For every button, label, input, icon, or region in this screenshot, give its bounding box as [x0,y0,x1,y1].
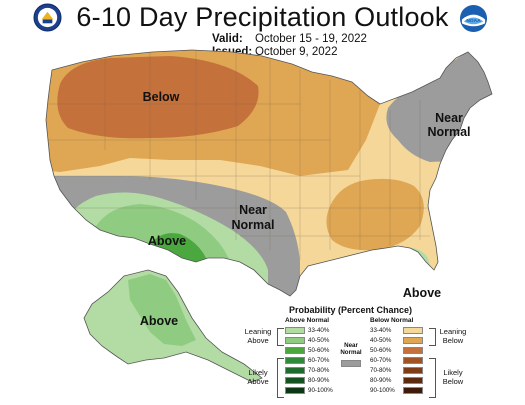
legend-leaning-below: Leaning Below [439,327,467,345]
date-info: Valid: October 15 - 19, 2022 Issued: Octob… [212,33,367,58]
legend-above-bin-swatch [285,357,305,364]
label-above-florida: Above [403,286,441,300]
valid-label: Valid: [212,33,243,45]
legend-likely-below: Likely Below [442,368,464,386]
legend-above-bin-label: 40-50% [308,337,330,344]
legend-below-bin-label: 60-70% [370,357,392,364]
label-near-normal-ne-line1: Near [435,111,463,125]
legend-above-bin-label: 70-80% [308,367,330,374]
legend: Probability (Percent Chance) Above Norma… [239,300,472,400]
legend-below-bin-label: 40-50% [370,337,392,344]
legend-below-bin-label: 33-40% [370,327,392,334]
region-below-40-50-southeast [326,178,424,251]
label-near-normal-ne-line2: Normal [427,125,470,139]
legend-below-header: Below Normal [370,317,414,324]
svg-text:NOAA: NOAA [466,18,481,24]
legend-above-bin-swatch [285,367,305,374]
legend-likely-above: Likely Above [247,368,269,386]
legend-below-bin-label: 90-100% [370,387,395,394]
legend-near-normal: Near Normal [340,342,362,356]
legend-above-header: Above Normal [285,317,330,324]
legend-bracket-likely-below [429,358,436,398]
state-boundaries [46,50,440,260]
alaska-inset [83,269,263,383]
legend-below-bin-label: 50-60% [370,347,392,354]
legend-below-bin-swatch [403,377,423,384]
legend-leaning-above: Leaning Above [244,327,272,345]
alaska-above-40-50 [128,274,196,346]
legend-below-bin-label: 80-90% [370,377,392,384]
conus-outline [45,49,493,297]
label-near-normal-line1: Near [239,203,267,217]
label-above-alaska: Above [140,314,178,328]
legend-below-bin-swatch [403,387,423,394]
legend-below-bin-swatch [403,327,423,334]
legend-below-bin-label: 70-80% [370,367,392,374]
legend-above-bin-swatch [285,327,305,334]
legend-above-bin-swatch [285,347,305,354]
legend-above-bin-label: 90-100% [308,387,333,394]
legend-near-normal-swatch [341,360,361,367]
legend-above-bin-swatch [285,387,305,394]
map-title: 6-10 Day Precipitation Outlook [76,2,449,32]
legend-title: Probability (Percent Chance) [289,305,413,315]
legend-above-bin-label: 50-60% [308,347,330,354]
legend-bracket-leaning-below [429,328,436,346]
legend-below-bin-swatch [403,357,423,364]
label-below: Below [143,90,180,104]
legend-above-bin-label: 60-70% [308,357,330,364]
legend-above-bin-label: 33-40% [308,327,330,334]
label-near-normal-line2: Normal [231,218,274,232]
legend-bracket-likely-above [277,358,284,398]
legend-below-bin-swatch [403,367,423,374]
legend-above-bin-label: 80-90% [308,377,330,384]
legend-bracket-leaning-above [277,328,284,346]
legend-above-bin-swatch [285,377,305,384]
department-of-commerce-seal-icon [33,3,62,32]
label-above-southwest: Above [148,234,186,248]
noaa-logo-icon: NOAA [459,4,488,33]
region-below-50-60-core [57,56,259,139]
valid-dates: October 15 - 19, 2022 [255,33,367,45]
legend-below-bin-swatch [403,337,423,344]
issued-date: October 9, 2022 [255,45,338,58]
legend-below-bin-swatch [403,347,423,354]
legend-above-bin-swatch [285,337,305,344]
